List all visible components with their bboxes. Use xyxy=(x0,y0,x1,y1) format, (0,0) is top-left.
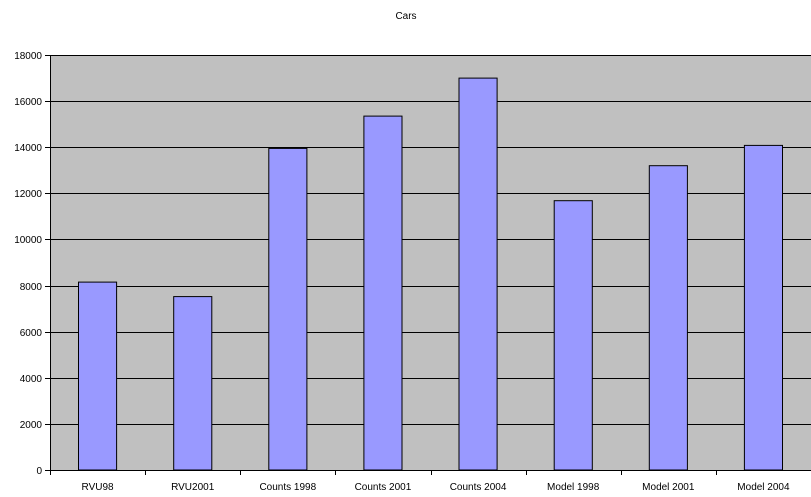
y-tick-label: 8000 xyxy=(20,282,43,293)
bar-model-2001 xyxy=(648,165,688,471)
bar-counts-1998 xyxy=(268,147,308,471)
y-tick-label: 10000 xyxy=(14,235,42,246)
y-tick-label: 16000 xyxy=(14,97,42,108)
bar-rvu98 xyxy=(78,281,118,471)
bar-counts-2001 xyxy=(363,115,403,471)
x-tick-label: RVU2001 xyxy=(171,482,215,493)
x-tick-label: Model 2001 xyxy=(642,482,695,493)
y-axis: 0 2000 4000 6000 8000 10000 12000 14000 16000 180… xyxy=(14,51,51,477)
bar-counts-2004 xyxy=(458,77,498,471)
x-tick-label: Counts 1998 xyxy=(259,482,316,493)
y-tick-label: 0 xyxy=(36,466,42,477)
x-tick-label: Counts 2001 xyxy=(355,482,412,493)
x-tick-label: RVU98 xyxy=(82,482,114,493)
y-tick-label: 2000 xyxy=(20,420,43,431)
y-tick-label: 18000 xyxy=(14,51,42,62)
plot-area xyxy=(50,55,811,470)
y-tick-label: 12000 xyxy=(14,189,42,200)
y-tick-label: 6000 xyxy=(20,328,43,339)
bar-model-1998 xyxy=(553,200,593,471)
bar-rvu2001 xyxy=(173,296,213,471)
bars xyxy=(78,77,784,471)
x-tick-label: Model 2004 xyxy=(737,482,790,493)
chart-title: Cars xyxy=(395,11,416,22)
y-tick-label: 14000 xyxy=(14,143,42,154)
bar-model-2004 xyxy=(743,144,784,471)
x-tick-label: Model 1998 xyxy=(547,482,600,493)
y-tick-label: 4000 xyxy=(20,374,43,385)
x-tick-label: Counts 2004 xyxy=(450,482,507,493)
x-axis: RVU98 RVU2001 Counts 1998 Counts 2001 Counts… xyxy=(50,470,811,493)
